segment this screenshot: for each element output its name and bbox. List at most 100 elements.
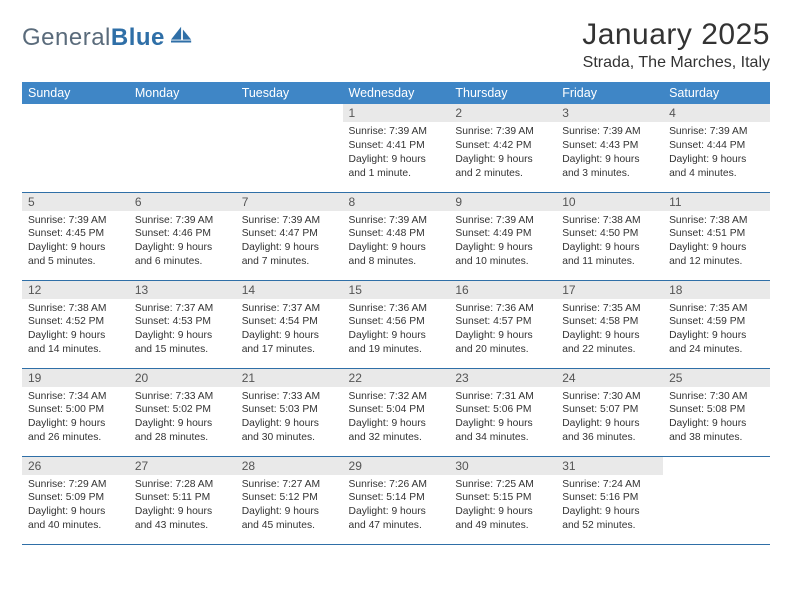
day-details: Sunrise: 7:38 AMSunset: 4:50 PMDaylight:…: [556, 211, 663, 276]
day-of-week-row: Sunday Monday Tuesday Wednesday Thursday…: [22, 82, 770, 104]
brand-sail-icon: [171, 26, 193, 44]
day-detail-line: Sunrise: 7:33 AM: [135, 390, 230, 404]
day-number: 16: [449, 281, 556, 299]
day-detail-line: Sunrise: 7:36 AM: [349, 302, 444, 316]
dow-saturday: Saturday: [663, 82, 770, 104]
day-detail-line: Sunrise: 7:38 AM: [669, 214, 764, 228]
day-details: Sunrise: 7:37 AMSunset: 4:53 PMDaylight:…: [129, 299, 236, 364]
day-detail-line: Sunrise: 7:39 AM: [349, 125, 444, 139]
day-details: Sunrise: 7:33 AMSunset: 5:03 PMDaylight:…: [236, 387, 343, 452]
day-detail-line: Sunrise: 7:34 AM: [28, 390, 123, 404]
dow-friday: Friday: [556, 82, 663, 104]
day-detail-line: Sunset: 4:42 PM: [455, 139, 550, 153]
brand-name-part2: Blue: [111, 24, 165, 51]
day-detail-line: Sunrise: 7:24 AM: [562, 478, 657, 492]
day-detail-line: Sunrise: 7:39 AM: [455, 214, 550, 228]
brand-name-part1: General: [22, 24, 111, 51]
day-detail-line: Sunrise: 7:27 AM: [242, 478, 337, 492]
day-detail-line: Sunrise: 7:37 AM: [135, 302, 230, 316]
day-detail-line: Sunrise: 7:39 AM: [349, 214, 444, 228]
day-details: Sunrise: 7:35 AMSunset: 4:59 PMDaylight:…: [663, 299, 770, 364]
day-number: 17: [556, 281, 663, 299]
day-detail-line: Daylight: 9 hours and 28 minutes.: [135, 417, 230, 445]
day-cell: 23Sunrise: 7:31 AMSunset: 5:06 PMDayligh…: [449, 368, 556, 456]
day-number: 22: [343, 369, 450, 387]
day-details: Sunrise: 7:30 AMSunset: 5:08 PMDaylight:…: [663, 387, 770, 452]
day-number: 12: [22, 281, 129, 299]
day-details: Sunrise: 7:39 AMSunset: 4:48 PMDaylight:…: [343, 211, 450, 276]
day-cell: 25Sunrise: 7:30 AMSunset: 5:08 PMDayligh…: [663, 368, 770, 456]
day-detail-line: Daylight: 9 hours and 26 minutes.: [28, 417, 123, 445]
day-detail-line: Sunrise: 7:38 AM: [562, 214, 657, 228]
location: Strada, The Marches, Italy: [582, 54, 770, 72]
day-cell: [129, 104, 236, 192]
day-number: 9: [449, 193, 556, 211]
day-number: 31: [556, 457, 663, 475]
day-detail-line: Daylight: 9 hours and 7 minutes.: [242, 241, 337, 269]
week-row: 26Sunrise: 7:29 AMSunset: 5:09 PMDayligh…: [22, 456, 770, 544]
day-number: 30: [449, 457, 556, 475]
day-detail-line: Sunset: 4:54 PM: [242, 315, 337, 329]
day-detail-line: Sunrise: 7:39 AM: [562, 125, 657, 139]
day-detail-line: Daylight: 9 hours and 49 minutes.: [455, 505, 550, 533]
day-cell: 3Sunrise: 7:39 AMSunset: 4:43 PMDaylight…: [556, 104, 663, 192]
day-details: [663, 461, 770, 519]
day-detail-line: Sunset: 5:04 PM: [349, 403, 444, 417]
dow-monday: Monday: [129, 82, 236, 104]
day-detail-line: Daylight: 9 hours and 43 minutes.: [135, 505, 230, 533]
day-detail-line: Daylight: 9 hours and 45 minutes.: [242, 505, 337, 533]
day-details: [129, 108, 236, 166]
day-number: 14: [236, 281, 343, 299]
day-details: Sunrise: 7:27 AMSunset: 5:12 PMDaylight:…: [236, 475, 343, 540]
day-number: 6: [129, 193, 236, 211]
day-detail-line: Daylight: 9 hours and 12 minutes.: [669, 241, 764, 269]
day-details: Sunrise: 7:31 AMSunset: 5:06 PMDaylight:…: [449, 387, 556, 452]
day-details: Sunrise: 7:33 AMSunset: 5:02 PMDaylight:…: [129, 387, 236, 452]
day-number: 26: [22, 457, 129, 475]
day-cell: 29Sunrise: 7:26 AMSunset: 5:14 PMDayligh…: [343, 456, 450, 544]
day-details: [236, 108, 343, 166]
day-details: Sunrise: 7:38 AMSunset: 4:52 PMDaylight:…: [22, 299, 129, 364]
day-number: 4: [663, 104, 770, 122]
day-cell: 19Sunrise: 7:34 AMSunset: 5:00 PMDayligh…: [22, 368, 129, 456]
day-number: 23: [449, 369, 556, 387]
day-detail-line: Sunset: 5:12 PM: [242, 491, 337, 505]
day-detail-line: Sunrise: 7:39 AM: [242, 214, 337, 228]
day-detail-line: Sunset: 4:45 PM: [28, 227, 123, 241]
day-number: 21: [236, 369, 343, 387]
day-cell: 16Sunrise: 7:36 AMSunset: 4:57 PMDayligh…: [449, 280, 556, 368]
day-detail-line: Daylight: 9 hours and 24 minutes.: [669, 329, 764, 357]
day-detail-line: Daylight: 9 hours and 6 minutes.: [135, 241, 230, 269]
day-detail-line: Sunset: 4:58 PM: [562, 315, 657, 329]
day-details: Sunrise: 7:25 AMSunset: 5:15 PMDaylight:…: [449, 475, 556, 540]
day-detail-line: Sunrise: 7:31 AM: [455, 390, 550, 404]
dow-tuesday: Tuesday: [236, 82, 343, 104]
day-detail-line: Sunrise: 7:30 AM: [669, 390, 764, 404]
day-cell: 1Sunrise: 7:39 AMSunset: 4:41 PMDaylight…: [343, 104, 450, 192]
day-detail-line: Daylight: 9 hours and 47 minutes.: [349, 505, 444, 533]
day-cell: 10Sunrise: 7:38 AMSunset: 4:50 PMDayligh…: [556, 192, 663, 280]
brand-name: GeneralBlue: [22, 24, 165, 52]
dow-sunday: Sunday: [22, 82, 129, 104]
header: GeneralBlue January 2025 Strada, The Mar…: [22, 18, 770, 72]
day-cell: 9Sunrise: 7:39 AMSunset: 4:49 PMDaylight…: [449, 192, 556, 280]
day-details: Sunrise: 7:39 AMSunset: 4:43 PMDaylight:…: [556, 122, 663, 187]
day-details: Sunrise: 7:39 AMSunset: 4:44 PMDaylight:…: [663, 122, 770, 187]
day-cell: 31Sunrise: 7:24 AMSunset: 5:16 PMDayligh…: [556, 456, 663, 544]
day-number: 1: [343, 104, 450, 122]
day-detail-line: Sunrise: 7:29 AM: [28, 478, 123, 492]
day-number: 27: [129, 457, 236, 475]
title-block: January 2025 Strada, The Marches, Italy: [582, 18, 770, 72]
month-title: January 2025: [582, 18, 770, 52]
day-cell: 27Sunrise: 7:28 AMSunset: 5:11 PMDayligh…: [129, 456, 236, 544]
day-details: Sunrise: 7:30 AMSunset: 5:07 PMDaylight:…: [556, 387, 663, 452]
day-details: Sunrise: 7:39 AMSunset: 4:46 PMDaylight:…: [129, 211, 236, 276]
day-detail-line: Sunrise: 7:39 AM: [455, 125, 550, 139]
day-detail-line: Sunset: 4:43 PM: [562, 139, 657, 153]
day-detail-line: Sunrise: 7:38 AM: [28, 302, 123, 316]
day-detail-line: Daylight: 9 hours and 5 minutes.: [28, 241, 123, 269]
day-details: Sunrise: 7:24 AMSunset: 5:16 PMDaylight:…: [556, 475, 663, 540]
day-detail-line: Sunset: 4:51 PM: [669, 227, 764, 241]
day-cell: 28Sunrise: 7:27 AMSunset: 5:12 PMDayligh…: [236, 456, 343, 544]
week-row: 12Sunrise: 7:38 AMSunset: 4:52 PMDayligh…: [22, 280, 770, 368]
